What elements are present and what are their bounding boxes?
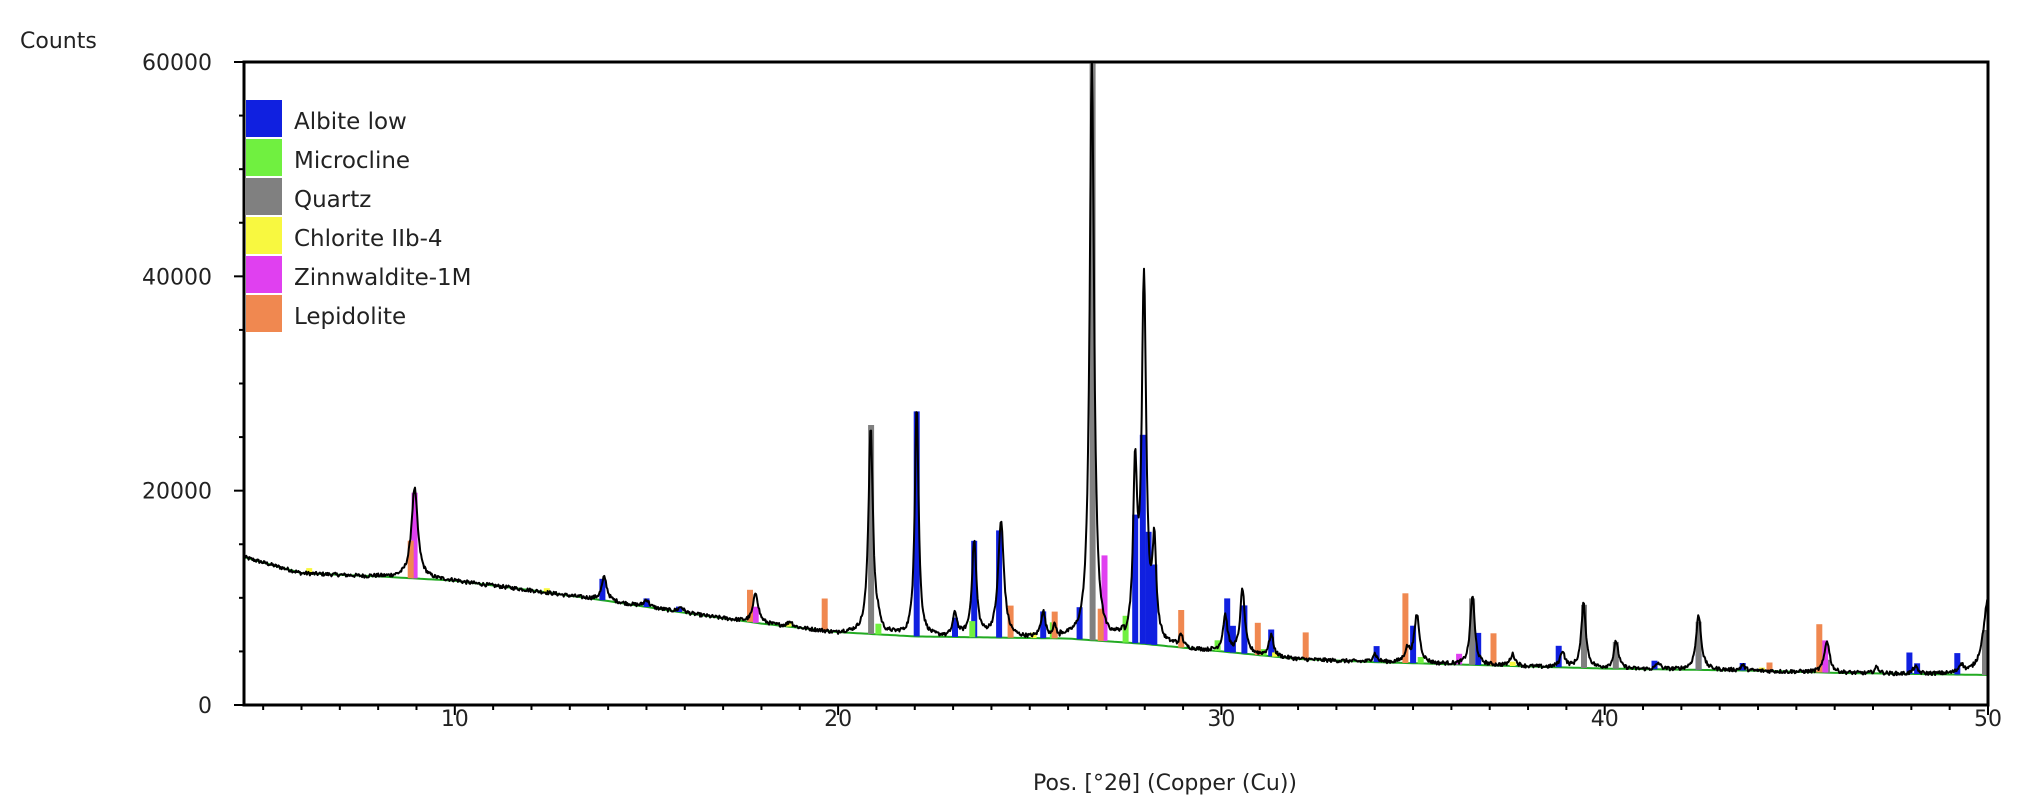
stick-5-12 (1816, 624, 1823, 673)
legend-swatch (246, 217, 282, 254)
stick-2-3 (1581, 604, 1587, 668)
stick-0-9 (1132, 514, 1139, 644)
stick-0-6 (996, 530, 1003, 638)
stick-5-7 (1254, 622, 1261, 655)
y-axis-label: Counts (20, 29, 97, 54)
stick-0-10 (1139, 434, 1146, 644)
x-tick-label: 10 (441, 707, 469, 732)
y-tick-label: 40000 (142, 265, 212, 290)
stick-2-0 (868, 425, 875, 634)
x-tick-label: 50 (1974, 707, 2002, 732)
stick-3-4 (1272, 652, 1279, 657)
stick-0-5 (971, 540, 978, 638)
pattern-line (243, 61, 1989, 677)
legend-label: Microcline (294, 148, 410, 174)
legend-label: Quartz (294, 187, 371, 213)
stick-5-2 (821, 598, 828, 631)
stick-5-6 (1178, 610, 1185, 648)
stick-0-24 (1906, 652, 1913, 674)
stick-3-1 (543, 588, 550, 593)
x-tick-label: 20 (824, 707, 852, 732)
pattern-layer (243, 61, 1989, 677)
stick-2-2 (1469, 598, 1476, 665)
phase-sticks-layer (306, 63, 1988, 675)
legend-swatch (246, 178, 282, 215)
x-axis-label: Pos. [°2θ] (Copper (Cu)) (1033, 771, 1297, 796)
stick-2-5 (1695, 621, 1702, 670)
stick-4-2 (1101, 555, 1108, 642)
stick-2-1 (1089, 63, 1096, 641)
stick-0-7 (1040, 611, 1047, 639)
stick-1-1 (969, 621, 976, 638)
stick-1-6 (1417, 657, 1424, 664)
stick-5-9 (1402, 593, 1409, 663)
stick-5-11 (1766, 662, 1773, 672)
stick-4-3 (1456, 653, 1463, 665)
legend-swatch (246, 139, 282, 176)
legend-label: Albite low (294, 109, 407, 135)
y-tick-label: 60000 (142, 51, 212, 76)
stick-0-14 (1229, 625, 1236, 653)
legend-swatch (246, 295, 282, 332)
stick-0-16 (1268, 629, 1275, 657)
y-tick-label: 20000 (142, 480, 212, 505)
stick-3-0 (306, 568, 313, 574)
legend-label: Chlorite IIb-4 (294, 226, 443, 252)
stick-0-0 (599, 578, 606, 601)
stick-1-0 (875, 623, 882, 635)
stick-4-4 (1822, 640, 1829, 673)
x-tick-label: 40 (1591, 707, 1619, 732)
legend: Albite low Microcline Quartz Chlorite IIb-4… (246, 100, 472, 332)
legend-label: Lepidolite (294, 304, 406, 330)
stick-5-5 (1097, 608, 1104, 641)
baseline-curve (243, 556, 1989, 676)
baseline-layer (243, 556, 1989, 676)
stick-0-15 (1241, 605, 1248, 654)
y-tick-label: 0 (198, 694, 212, 719)
stick-4-0 (411, 492, 418, 579)
stick-0-8 (1076, 607, 1083, 640)
stick-0-11 (1145, 531, 1152, 645)
stick-4-1 (752, 606, 759, 623)
stick-5-8 (1302, 632, 1309, 660)
stick-0-20 (1555, 645, 1562, 668)
stick-5-10 (1490, 633, 1497, 666)
plot-frame (242, 60, 1990, 707)
legend-swatch (246, 256, 282, 293)
stick-5-1 (747, 589, 753, 622)
x-tick-label: 30 (1207, 707, 1235, 732)
stick-0-4 (952, 617, 958, 637)
stick-2-7 (1982, 630, 1988, 675)
stick-0-1 (643, 598, 650, 607)
stick-2-4 (1612, 641, 1619, 669)
stick-0-23 (1739, 663, 1746, 671)
legend-swatch (246, 100, 282, 137)
stick-0-26 (1954, 653, 1961, 675)
stick-0-3 (913, 411, 920, 637)
stick-0-17 (1373, 646, 1380, 663)
axes-layer: 10 20 30 40 50 0 20000 40000 60000 (142, 51, 2002, 732)
legend-label: Zinnwaldite-1M (294, 265, 472, 291)
stick-5-0 (407, 540, 414, 579)
stick-1-4 (1214, 640, 1221, 651)
stick-3-5 (1509, 661, 1516, 666)
stick-0-12 (1151, 564, 1158, 645)
stick-5-3 (1007, 605, 1014, 638)
